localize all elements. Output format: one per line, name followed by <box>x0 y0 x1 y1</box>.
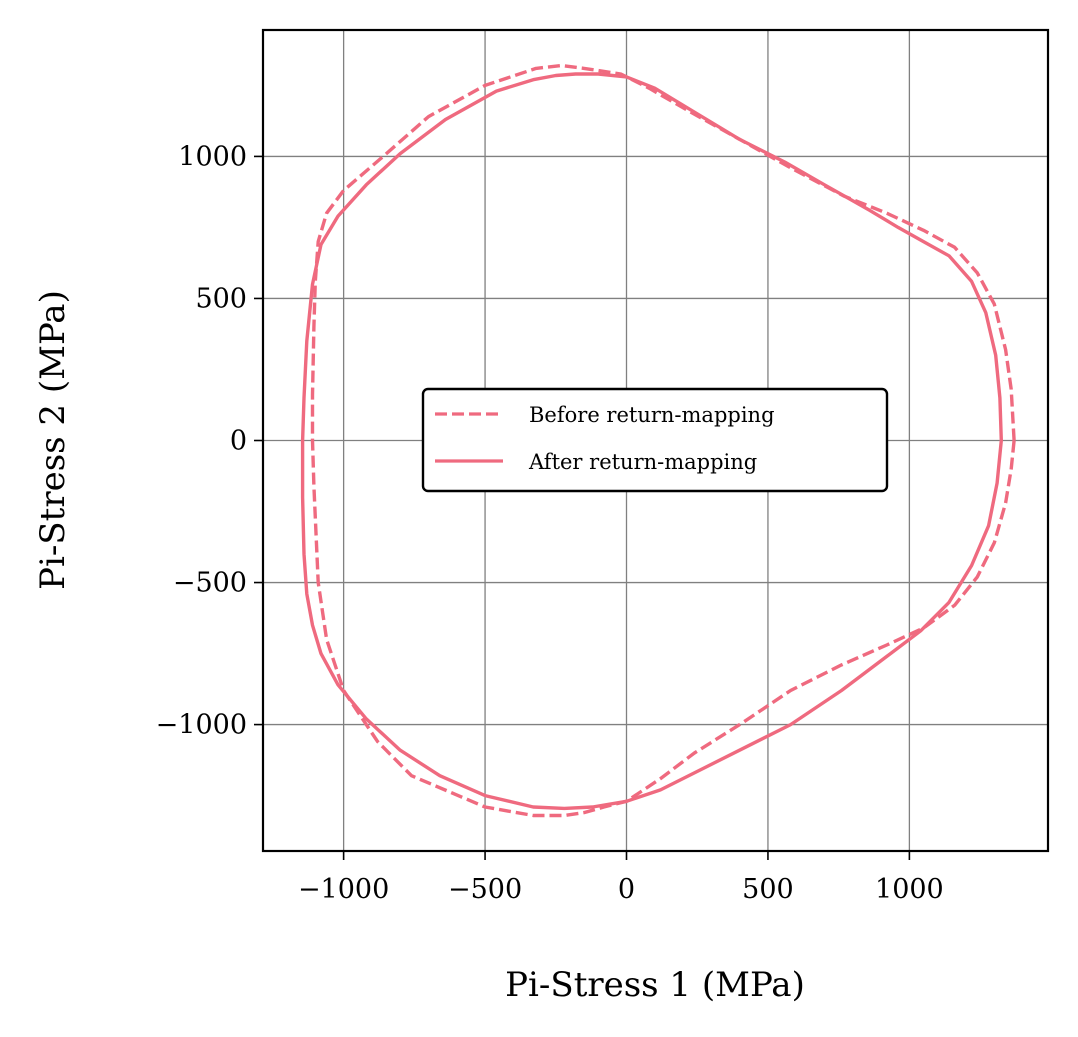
grid-lines <box>263 30 1048 851</box>
plot-series <box>300 63 1016 818</box>
y-tick-label: −500 <box>173 568 247 599</box>
axis-ticks: −1000 −500 0 500 1000 −1000 −500 0 500 1000 <box>156 141 944 905</box>
x-axis-title: Pi-Stress 1 (MPa) <box>505 965 805 1005</box>
x-tick-label: 1000 <box>875 874 944 905</box>
legend: Before return-mapping After return-mappi… <box>421 387 889 493</box>
x-tick-label: 0 <box>618 874 635 905</box>
x-tick-label: −500 <box>448 874 522 905</box>
series-line-after-return-mapping <box>300 72 1003 811</box>
x-tick-label: −1000 <box>298 874 389 905</box>
x-tick-label: 500 <box>742 874 794 905</box>
legend-box <box>421 387 889 493</box>
y-tick-label: 0 <box>230 426 247 457</box>
y-tick-label: 1000 <box>178 141 247 172</box>
y-tick-label: 500 <box>195 283 247 314</box>
legend-label-before: Before return-mapping <box>529 403 775 427</box>
legend-label-after: After return-mapping <box>528 450 757 474</box>
y-tick-label: −1000 <box>156 710 247 741</box>
y-axis-title: Pi-Stress 2 (MPa) <box>33 290 73 590</box>
